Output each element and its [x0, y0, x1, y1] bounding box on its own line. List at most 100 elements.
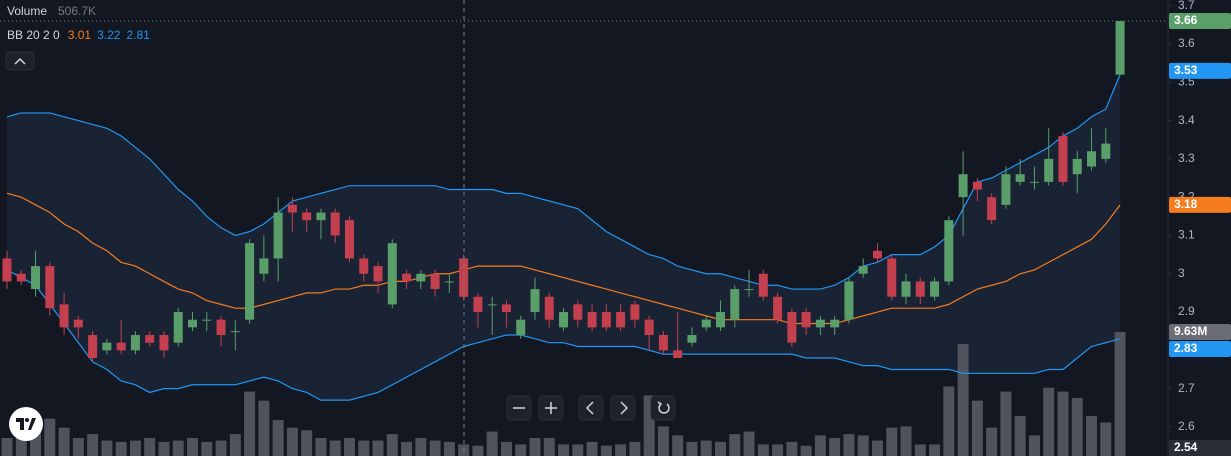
volume-bar [886, 427, 898, 456]
candle-body [416, 273, 426, 282]
candle-body [273, 212, 283, 259]
collapse-button[interactable] [5, 51, 35, 71]
volume-bar [1086, 416, 1098, 456]
volume-bar [986, 427, 998, 456]
candle-body [116, 342, 126, 351]
candle-body [716, 312, 725, 328]
candle-body [387, 243, 397, 305]
volume-bar [814, 435, 826, 456]
volume-bar [401, 441, 413, 456]
volume-bar [943, 386, 955, 456]
volume-bar [1100, 422, 1112, 456]
legend: Volume 506.7K BB 20 2 0 3.01 3.22 2.81 [5, 4, 150, 71]
price-label-box [1169, 13, 1231, 30]
candle-body [1115, 21, 1125, 75]
logo [9, 407, 43, 441]
candle-body [31, 266, 41, 290]
scroll-right-button[interactable] [610, 395, 636, 421]
zoom-controls [506, 395, 676, 421]
volume-bar [543, 437, 555, 456]
price-axis: 2.62.72.82.933.13.23.33.43.53.63.73.663.… [1168, 0, 1231, 456]
candle-body [972, 181, 982, 190]
volume-bar [971, 400, 983, 456]
candle-body [344, 220, 354, 259]
volume-bar [30, 426, 42, 456]
candle-body [516, 319, 526, 336]
candle-body [773, 296, 783, 320]
price-label: 3.53 [1174, 63, 1198, 77]
reset-button[interactable] [650, 395, 676, 421]
volume-bar [329, 440, 341, 456]
volume-bar [743, 431, 755, 456]
candle-body [573, 304, 583, 320]
candle-body [16, 273, 26, 282]
volume-bar [1071, 398, 1083, 456]
plus-icon [545, 402, 557, 414]
volume-bar [772, 444, 784, 456]
candle-body [887, 258, 897, 297]
band-line-basis [6, 192, 1121, 325]
candle-body [872, 250, 882, 259]
volume-bar [558, 444, 570, 456]
volume-bar [244, 391, 256, 456]
candle-body [587, 312, 597, 328]
candle-body [1101, 143, 1111, 159]
candle-body [45, 266, 55, 309]
volume-bar [786, 441, 798, 456]
volume-bar [315, 437, 327, 456]
candle-body [1044, 158, 1054, 182]
volume-bar [386, 434, 398, 456]
band-line-upper [6, 74, 1121, 290]
candle-body [530, 289, 540, 313]
volume-bar [443, 441, 455, 456]
candle-body [1001, 174, 1011, 205]
volume-bar [615, 444, 627, 456]
volume-bar [1114, 331, 1126, 456]
candle-body [444, 281, 454, 283]
volume-bar [472, 445, 484, 456]
candle-body [844, 281, 854, 320]
bb-legend-value: 3.01 [68, 28, 92, 42]
candle-body [287, 204, 297, 213]
volume-bar [857, 435, 869, 456]
volume-bar [529, 437, 541, 456]
candle-body [73, 319, 83, 328]
y-tick-label: 3.4 [1178, 113, 1195, 127]
volume-bar [272, 419, 284, 456]
volume-bar [486, 431, 498, 456]
candle-body [915, 281, 925, 297]
logo-circle[interactable] [9, 407, 43, 441]
candle-body [202, 319, 212, 321]
logo-dot [25, 418, 29, 422]
candle-body [2, 258, 12, 282]
price-label: 9.63M [1174, 324, 1207, 338]
candle-body [316, 212, 326, 221]
candle-body [130, 335, 140, 351]
candle-body [259, 258, 269, 274]
volume-bar [372, 440, 384, 456]
price-label: 3.18 [1174, 197, 1198, 211]
volume-bar [215, 440, 227, 456]
scroll-left-button[interactable] [578, 395, 604, 421]
y-tick-label: 2.7 [1178, 381, 1195, 395]
candle-body [430, 273, 440, 290]
candle-body [102, 342, 112, 351]
y-tick-label: 3.6 [1178, 36, 1195, 50]
left-icon [585, 401, 594, 415]
volume-bar [643, 395, 655, 456]
bb-legend-value: 3.22 [97, 28, 121, 42]
volume-bar [187, 437, 199, 456]
candle-body [673, 350, 683, 358]
volume-legend-label: Volume [7, 4, 47, 18]
candle-body [958, 174, 968, 198]
candle-body [459, 258, 469, 297]
candle-body [245, 243, 255, 320]
y-tick-label: 2.9 [1178, 304, 1195, 318]
volume-bar [58, 427, 70, 456]
candle-body [544, 296, 554, 320]
volume-bar [914, 444, 926, 456]
candle-body [473, 296, 483, 313]
volume-bar [1028, 435, 1040, 456]
volume-bar [800, 445, 812, 456]
